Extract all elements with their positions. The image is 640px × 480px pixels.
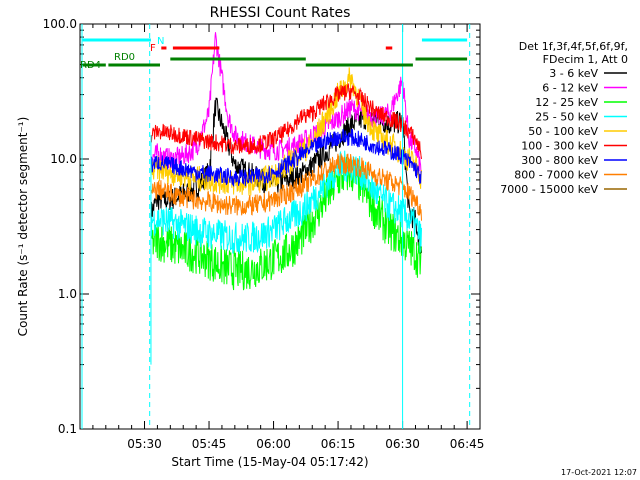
y-tick-label: 0.1 — [58, 422, 77, 436]
y-tick-label: 10.0 — [50, 152, 77, 166]
legend-label: 800 - 7000 keV — [514, 169, 598, 182]
plot-frame — [79, 23, 481, 430]
series-line — [150, 83, 422, 159]
x-tick-label: 06:15 — [321, 437, 356, 451]
legend-label: 25 - 50 keV — [535, 111, 598, 124]
footer-date: 17-Oct-2021 12:07 — [561, 468, 637, 477]
y-axis-label: Count Rate (s⁻¹ detector segment⁻¹) — [16, 117, 30, 337]
status-label-rd4: RD4 — [80, 60, 101, 71]
x-axis-label: Start Time (15-May-04 05:17:42) — [171, 455, 368, 469]
x-tick-label: 05:45 — [192, 437, 227, 451]
x-tick-label: 05:30 — [127, 437, 162, 451]
series-line — [150, 128, 422, 188]
x-tick-label: 06:45 — [450, 437, 485, 451]
x-tick-label: 06:00 — [256, 437, 291, 451]
series-line — [150, 32, 422, 174]
legend-label: 300 - 800 keV — [521, 154, 598, 167]
legend-label: 12 - 25 keV — [535, 96, 598, 109]
series-line — [150, 150, 422, 254]
y-tick-label: 100.0 — [43, 17, 77, 31]
series-line — [150, 156, 422, 291]
legend-label: 100 - 300 keV — [521, 140, 598, 153]
y-tick-label: 1.0 — [58, 287, 77, 301]
legend-label: 50 - 100 keV — [528, 125, 598, 138]
legend-header: Det 1f,3f,4f,5f,6f,9f, — [519, 40, 628, 53]
legend-label: 3 - 6 keV — [549, 67, 598, 80]
legend-label: 6 - 12 keV — [542, 82, 598, 95]
status-label-n: N — [157, 36, 164, 47]
status-label-f: F — [150, 43, 156, 54]
status-label-rd0: RD0 — [114, 52, 135, 63]
legend-header: FDecim 1, Att 0 — [543, 53, 628, 66]
chart-title: RHESSI Count Rates — [210, 5, 351, 21]
series-line — [150, 153, 422, 221]
x-tick-label: 06:30 — [385, 437, 420, 451]
legend-label: 7000 - 15000 keV — [500, 183, 598, 196]
